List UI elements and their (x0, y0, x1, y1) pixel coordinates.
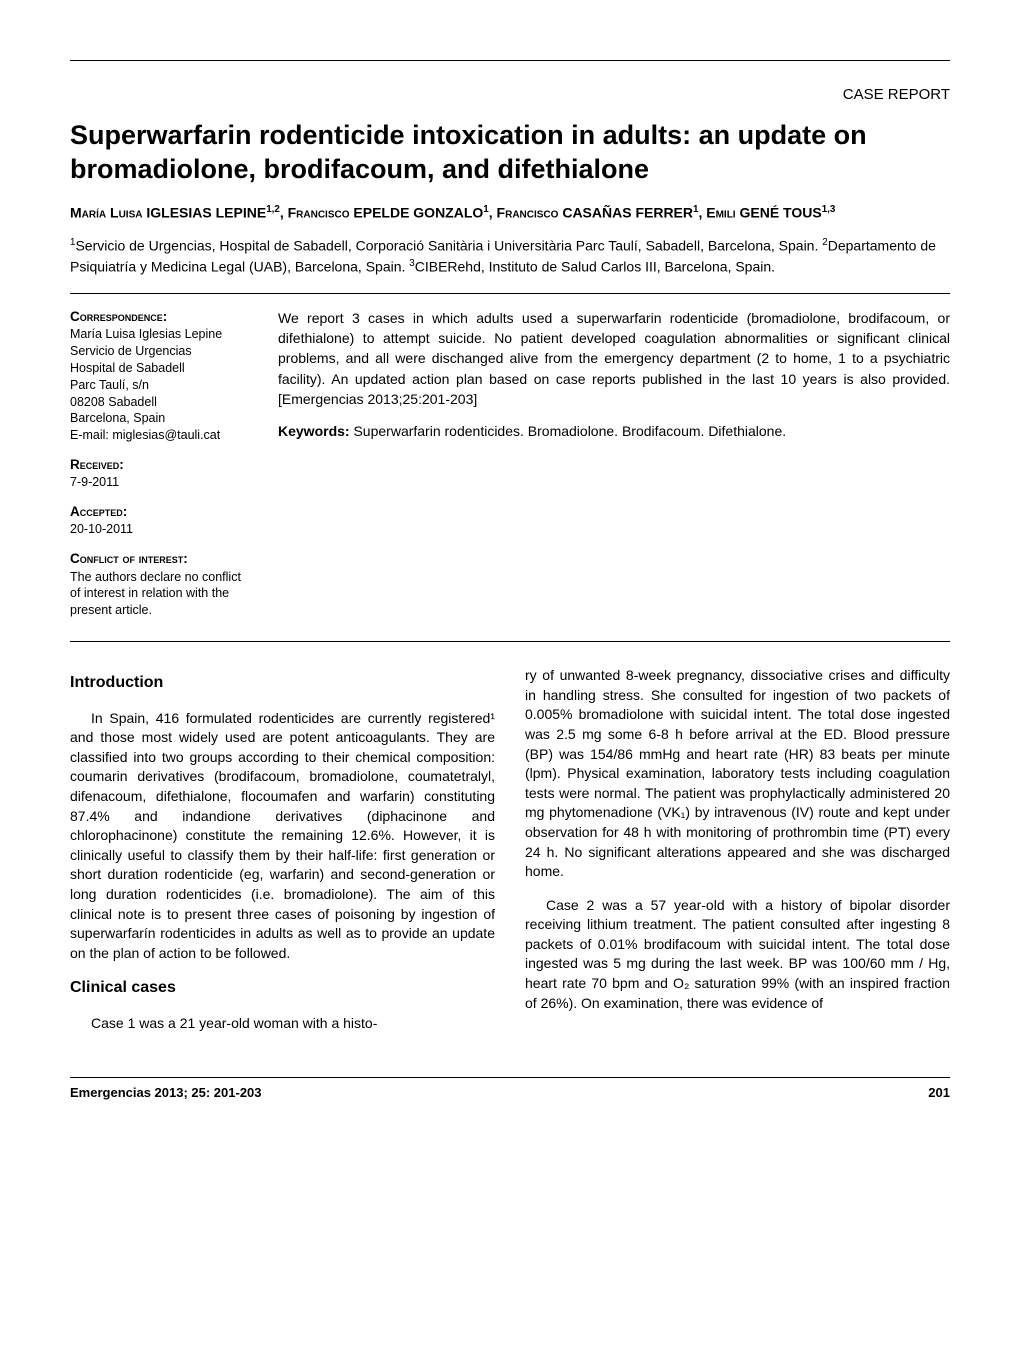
meta-left-column: Correspondence: María Luisa Iglesias Lep… (70, 308, 250, 631)
top-rule (70, 60, 950, 61)
col2-para-2: Case 2 was a 57 year-old with a history … (525, 896, 950, 1014)
left-column: Introduction In Spain, 416 formulated ro… (70, 666, 495, 1047)
accepted-block: Accepted: 20-10-2011 (70, 503, 250, 538)
conflict-block: Conflict of interest: The authors declar… (70, 550, 250, 619)
cases-para-1: Case 1 was a 21 year-old woman with a hi… (70, 1014, 495, 1034)
accepted-head: Accepted: (70, 504, 127, 519)
meta-top-rule (70, 293, 950, 294)
authors-line: María Luisa IGLESIAS LEPINE1,2, Francisc… (70, 203, 950, 223)
page-footer: Emergencias 2013; 25: 201-203 201 (70, 1077, 950, 1102)
received-block: Received: 7-9-2011 (70, 456, 250, 491)
received-value: 7-9-2011 (70, 475, 119, 489)
body-columns: Introduction In Spain, 416 formulated ro… (70, 666, 950, 1047)
correspondence-head: Correspondence: (70, 309, 167, 324)
intro-para-1: In Spain, 416 formulated rodenticides ar… (70, 709, 495, 964)
affiliations: 1Servicio de Urgencias, Hospital de Saba… (70, 236, 950, 277)
footer-page-number: 201 (928, 1084, 950, 1102)
conflict-head: Conflict of interest: (70, 551, 188, 566)
keywords-line: Keywords: Superwarfarin rodenticides. Br… (278, 421, 950, 441)
keywords-label: Keywords: (278, 423, 350, 439)
footer-journal: Emergencias 2013; 25: 201-203 (70, 1084, 262, 1102)
correspondence-body: María Luisa Iglesias LepineServicio de U… (70, 327, 222, 442)
meta-block: Correspondence: María Luisa Iglesias Lep… (70, 308, 950, 631)
meta-right-column: We report 3 cases in which adults used a… (278, 308, 950, 631)
right-column: ry of unwanted 8-week pregnancy, dissoci… (525, 666, 950, 1047)
received-head: Received: (70, 457, 124, 472)
correspondence-block: Correspondence: María Luisa Iglesias Lep… (70, 308, 250, 444)
introduction-heading: Introduction (70, 672, 495, 694)
clinical-cases-heading: Clinical cases (70, 977, 495, 999)
accepted-value: 20-10-2011 (70, 522, 133, 536)
case-report-label: CASE REPORT (70, 85, 950, 105)
abstract-text: We report 3 cases in which adults used a… (278, 308, 950, 409)
article-title: Superwarfarin rodenticide intoxication i… (70, 119, 950, 187)
conflict-body: The authors declare no conflict of inter… (70, 570, 241, 618)
keywords-text: Superwarfarin rodenticides. Bromadiolone… (353, 423, 786, 439)
col2-para-1: ry of unwanted 8-week pregnancy, dissoci… (525, 666, 950, 882)
meta-bottom-rule (70, 641, 950, 642)
